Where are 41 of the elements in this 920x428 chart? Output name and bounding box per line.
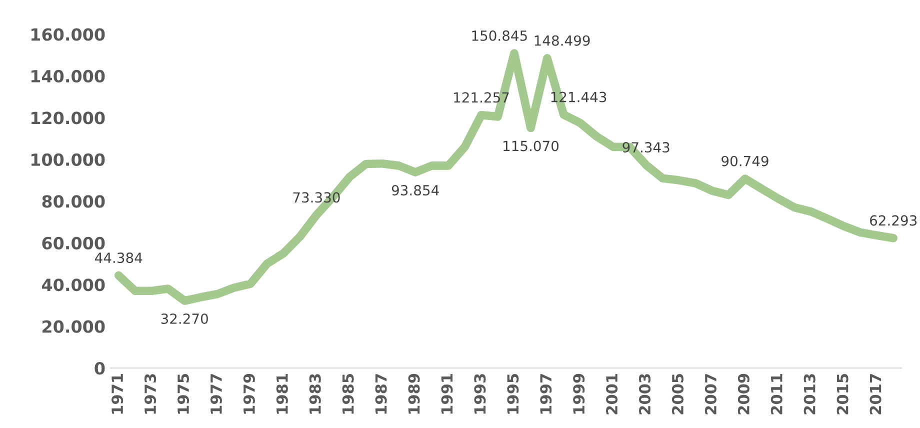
data-label: 90.749	[722, 156, 768, 166]
y-tick-label: 140.000	[32, 70, 105, 83]
x-tick-label: 1973	[144, 374, 156, 414]
y-tick-label: 80.000	[42, 195, 105, 208]
x-tick-label: 2015	[836, 374, 848, 414]
x-tick-label: 1989	[408, 374, 420, 414]
x-tick-label: 1985	[342, 374, 354, 414]
x-tick-label: 1983	[309, 374, 321, 414]
data-label: 62.293	[870, 215, 917, 226]
x-tick-label: 2017	[870, 374, 882, 414]
data-label: 148.499	[534, 35, 590, 46]
x-tick-label: 1993	[474, 374, 486, 414]
x-tick-label: 1987	[375, 374, 387, 414]
x-tick-label: 1979	[243, 374, 255, 414]
data-label: 44.384	[95, 252, 142, 264]
data-label: 150.845	[472, 30, 527, 41]
y-tick-label: 40.000	[42, 278, 105, 292]
y-tick-label: 160.000	[32, 28, 105, 41]
x-tick-label: 2007	[704, 374, 716, 414]
x-tick-label: 2009	[738, 374, 750, 414]
x-tick-label: 1975	[177, 374, 190, 414]
x-tick-label: 1977	[210, 374, 222, 414]
data-label: 115.070	[504, 140, 559, 152]
y-tick-label: 60.000	[42, 236, 105, 250]
x-tick-label: 2001	[606, 374, 618, 414]
y-tick-label: 20.000	[42, 320, 105, 333]
y-tick-label: 0	[94, 362, 105, 375]
x-tick-label: 2013	[804, 374, 816, 414]
y-tick-label: 120.000	[32, 112, 105, 124]
x-tick-label: 1995	[507, 374, 519, 414]
x-tick-label: 1981	[276, 374, 288, 414]
x-tick-label: 2005	[672, 374, 684, 414]
y-tick-label: 100.000	[32, 153, 105, 166]
x-tick-label: 1991	[441, 374, 453, 414]
x-tick-label: 2003	[638, 374, 651, 414]
x-tick-label: 2011	[770, 374, 782, 414]
x-tick-label: 1997	[540, 374, 552, 414]
x-tick-label: 1999	[573, 374, 585, 414]
x-tick-label: 1971	[112, 374, 124, 414]
data-label: 93.854	[392, 185, 439, 196]
data-label: 32.270	[161, 313, 208, 324]
